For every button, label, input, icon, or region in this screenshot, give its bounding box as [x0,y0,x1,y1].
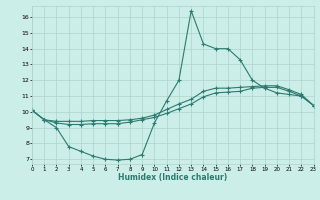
X-axis label: Humidex (Indice chaleur): Humidex (Indice chaleur) [118,173,228,182]
